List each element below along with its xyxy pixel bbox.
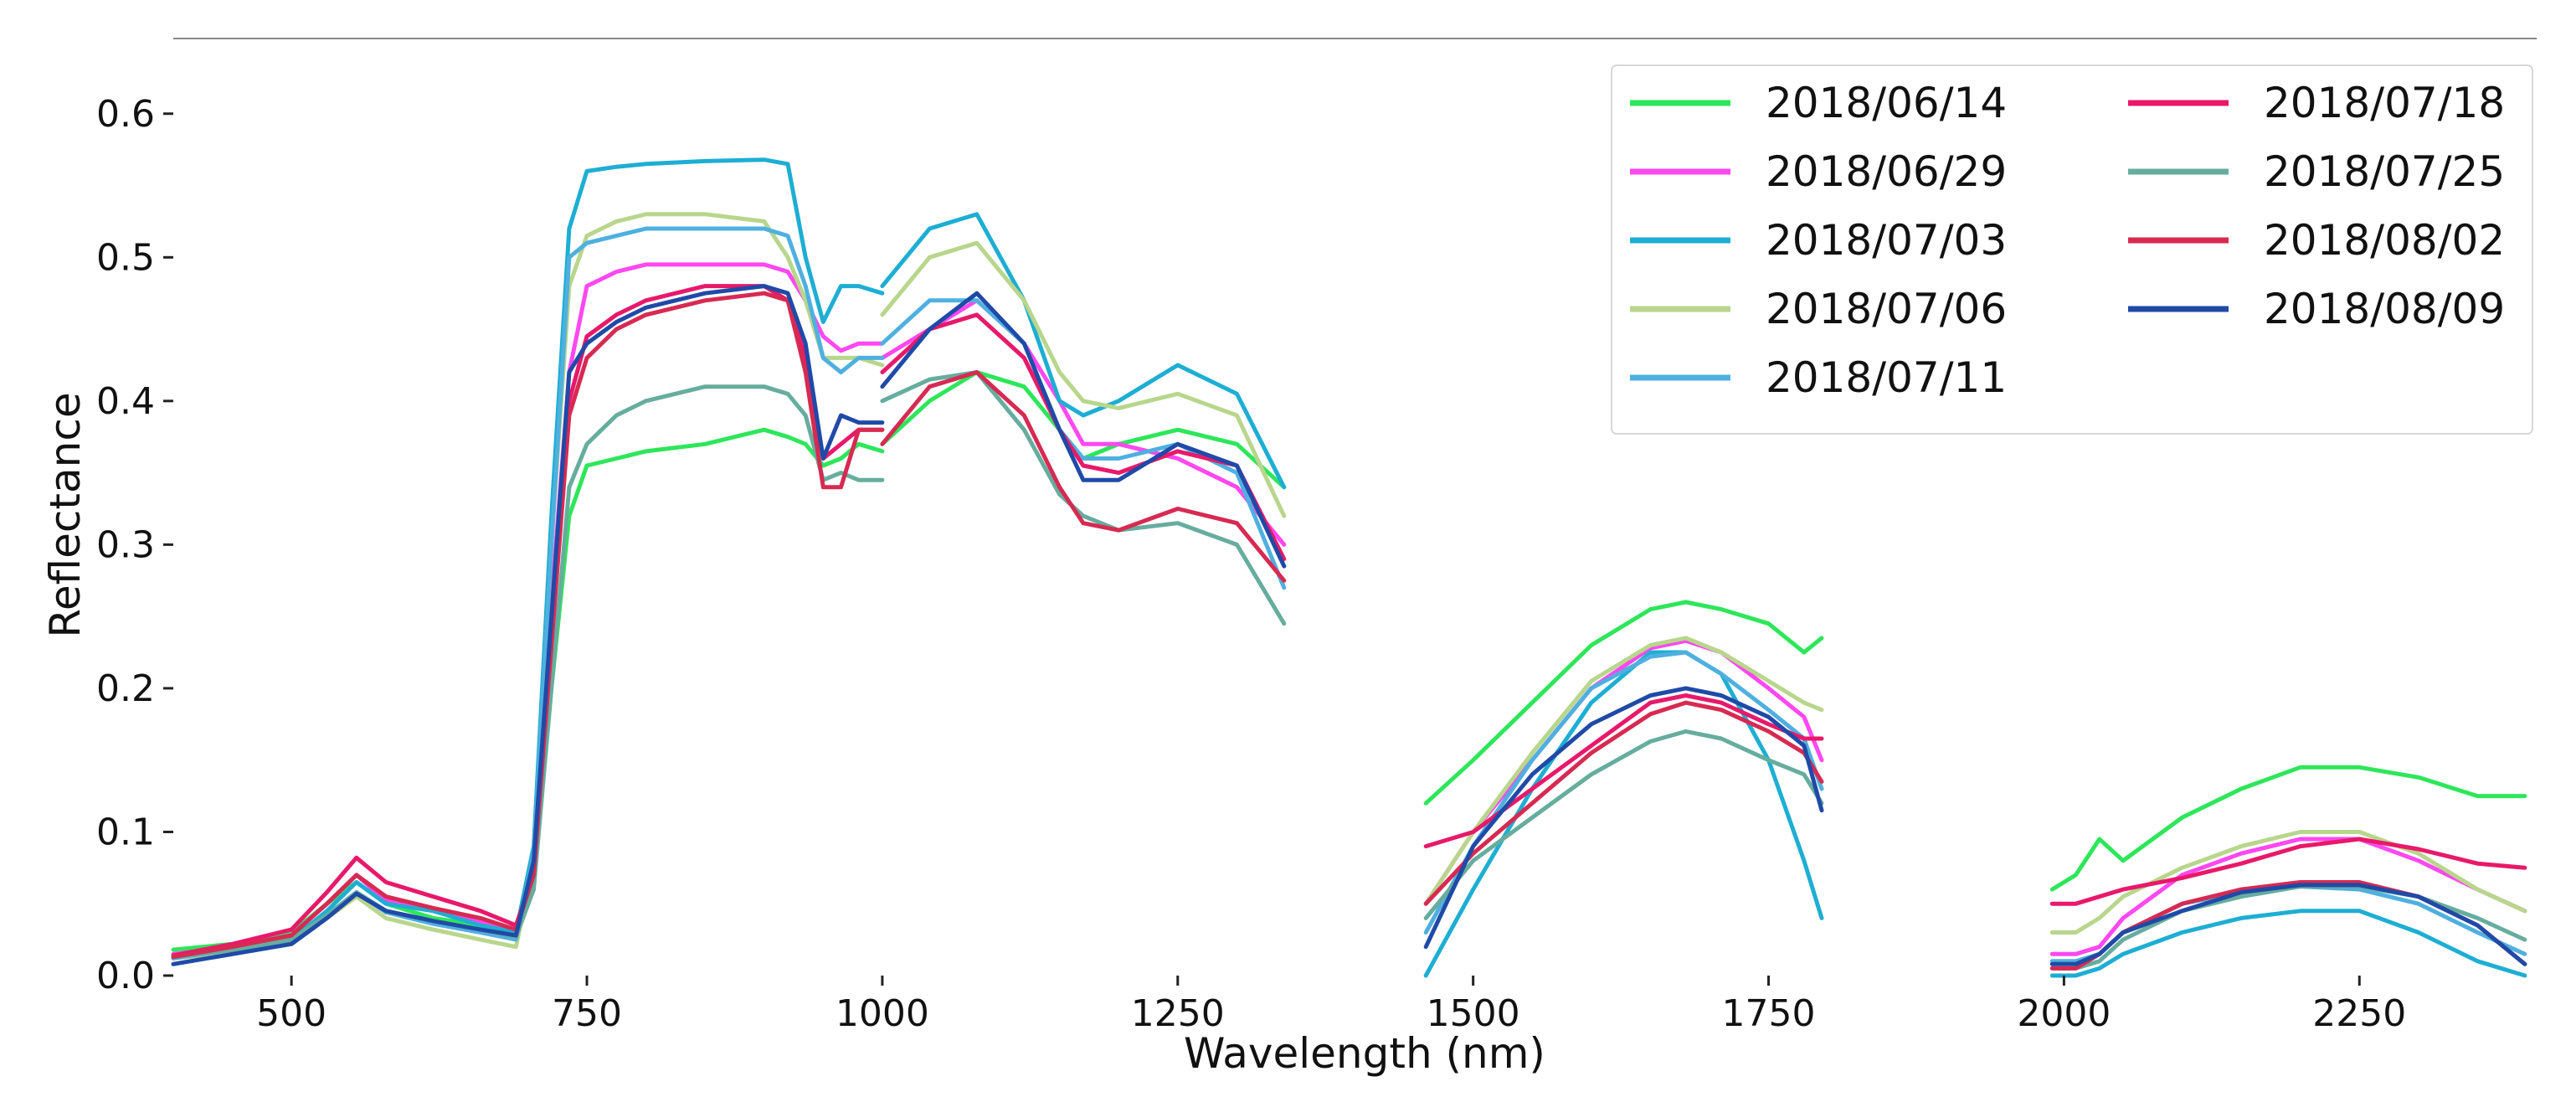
x-axis-title: Wavelength (nm) xyxy=(1184,1029,1545,1078)
y-tick-label: 0.6 xyxy=(96,93,155,136)
legend-item: 2018/07/03 xyxy=(1630,216,2007,265)
legend: 2018/06/14 2018/06/29 2018/07/03 2018/07/06… xyxy=(1611,64,2533,435)
y-tick-label: 0.0 xyxy=(96,955,155,997)
series-line-segment xyxy=(1423,600,1824,806)
legend-label: 2018/06/14 xyxy=(1766,79,2007,127)
series-line-segment xyxy=(1423,638,1824,906)
x-tick-label: 1000 xyxy=(836,992,929,1035)
legend-item: 2018/08/09 xyxy=(2128,285,2505,333)
series-line-segment xyxy=(1423,700,1824,906)
series-line-segment xyxy=(880,312,1287,561)
x-tick-label: 1750 xyxy=(1722,992,1816,1035)
series-line-segment xyxy=(1423,729,1824,920)
x-tick-label: 1250 xyxy=(1131,992,1225,1035)
axes-layer: 0.0 0.1 0.2 0.3 0.4 0.5 0.6 500 750 1000 1250 1500 1… xyxy=(96,93,2406,1035)
legend-label: 2018/06/29 xyxy=(1766,147,2007,196)
series-line-segment xyxy=(171,226,885,961)
legend-label: 2018/07/11 xyxy=(1766,353,2007,402)
series-line-segment xyxy=(171,291,885,960)
series-line-segment xyxy=(171,157,885,961)
series-2018-06-14 xyxy=(171,370,2527,952)
series-line-segment xyxy=(880,291,1287,569)
series-line-segment xyxy=(2049,884,2527,971)
x-tick-label: 1500 xyxy=(1427,992,1520,1035)
y-tick-label: 0.3 xyxy=(96,523,155,566)
x-tick-label: 750 xyxy=(552,992,622,1035)
y-tick-label: 0.2 xyxy=(96,667,155,710)
series-line-segment xyxy=(2049,837,2527,956)
legend-item: 2018/08/02 xyxy=(2128,216,2505,265)
series-line-segment xyxy=(880,212,1287,490)
x-tick-label: 500 xyxy=(256,992,326,1035)
series-line-segment xyxy=(171,284,885,966)
series-line-segment xyxy=(1423,686,1824,950)
series-line-segment xyxy=(2049,909,2527,978)
legend-label: 2018/08/02 xyxy=(2264,216,2505,265)
legend-label: 2018/07/06 xyxy=(1766,285,2007,333)
series-line-segment xyxy=(2049,765,2527,892)
y-tick-label: 0.5 xyxy=(96,236,155,279)
legend-item: 2018/06/14 xyxy=(1630,79,2007,127)
y-axis-title: Reflectance xyxy=(41,392,90,637)
y-tick-label: 0.4 xyxy=(96,380,155,423)
legend-item: 2018/06/29 xyxy=(1630,147,2007,196)
series-2018-08-09 xyxy=(171,284,2527,966)
series-line-segment xyxy=(880,240,1287,518)
series-line-segment xyxy=(2049,830,2527,935)
series-layer xyxy=(171,157,2527,978)
series-line-segment xyxy=(880,370,1287,583)
legend-frame xyxy=(1611,64,2533,435)
y-tick-label: 0.1 xyxy=(96,811,155,853)
legend-item: 2018/07/25 xyxy=(2128,147,2505,196)
legend-item: 2018/07/18 xyxy=(2128,79,2505,127)
series-line-segment xyxy=(880,298,1287,547)
legend-item: 2018/07/11 xyxy=(1630,353,2007,402)
legend-label: 2018/07/25 xyxy=(2264,147,2505,196)
series-line-segment xyxy=(171,212,885,961)
series-line-segment xyxy=(1423,636,1824,906)
series-line-segment xyxy=(2049,837,2527,906)
series-line-segment xyxy=(2049,883,2527,966)
series-line-segment xyxy=(1423,650,1824,935)
series-line-segment xyxy=(171,262,885,956)
legend-item: 2018/07/06 xyxy=(1630,285,2007,333)
legend-label: 2018/07/18 xyxy=(2264,79,2505,127)
series-line-segment xyxy=(171,284,885,958)
x-tick-label: 2250 xyxy=(2312,992,2406,1035)
legend-label: 2018/07/03 xyxy=(1766,216,2007,265)
legend-label: 2018/08/09 xyxy=(2264,285,2505,333)
series-line-segment xyxy=(1423,693,1824,849)
x-tick-label: 2000 xyxy=(2017,992,2111,1035)
